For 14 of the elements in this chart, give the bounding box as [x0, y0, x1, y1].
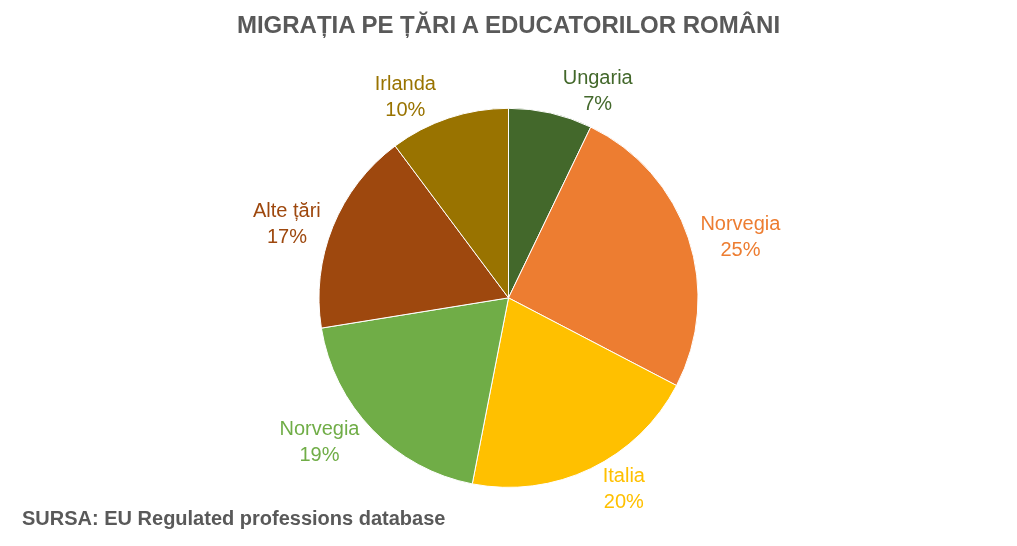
- data-label: 17%: [266, 225, 308, 248]
- text: SURSA: EU Regulated professions database: [22, 507, 446, 529]
- data-label: 10%: [385, 98, 426, 121]
- slice-label: Irlanda: [374, 72, 437, 95]
- data-label: 7%: [583, 92, 613, 115]
- slice-label: Norvegia: [279, 417, 361, 440]
- data-label: 20%: [603, 490, 645, 513]
- slice-label: Ungaria: [562, 66, 634, 89]
- slice-label: Alte țări: [253, 199, 321, 222]
- data-label: 25%: [720, 237, 761, 260]
- chart-title: MIGRAȚIA PE ȚĂRI A EDUCATORILOR ROMÂNI: [236, 11, 781, 39]
- slice-label: Norvegia: [700, 211, 782, 234]
- slice-label: Italia: [602, 464, 646, 487]
- data-label: 19%: [299, 443, 340, 466]
